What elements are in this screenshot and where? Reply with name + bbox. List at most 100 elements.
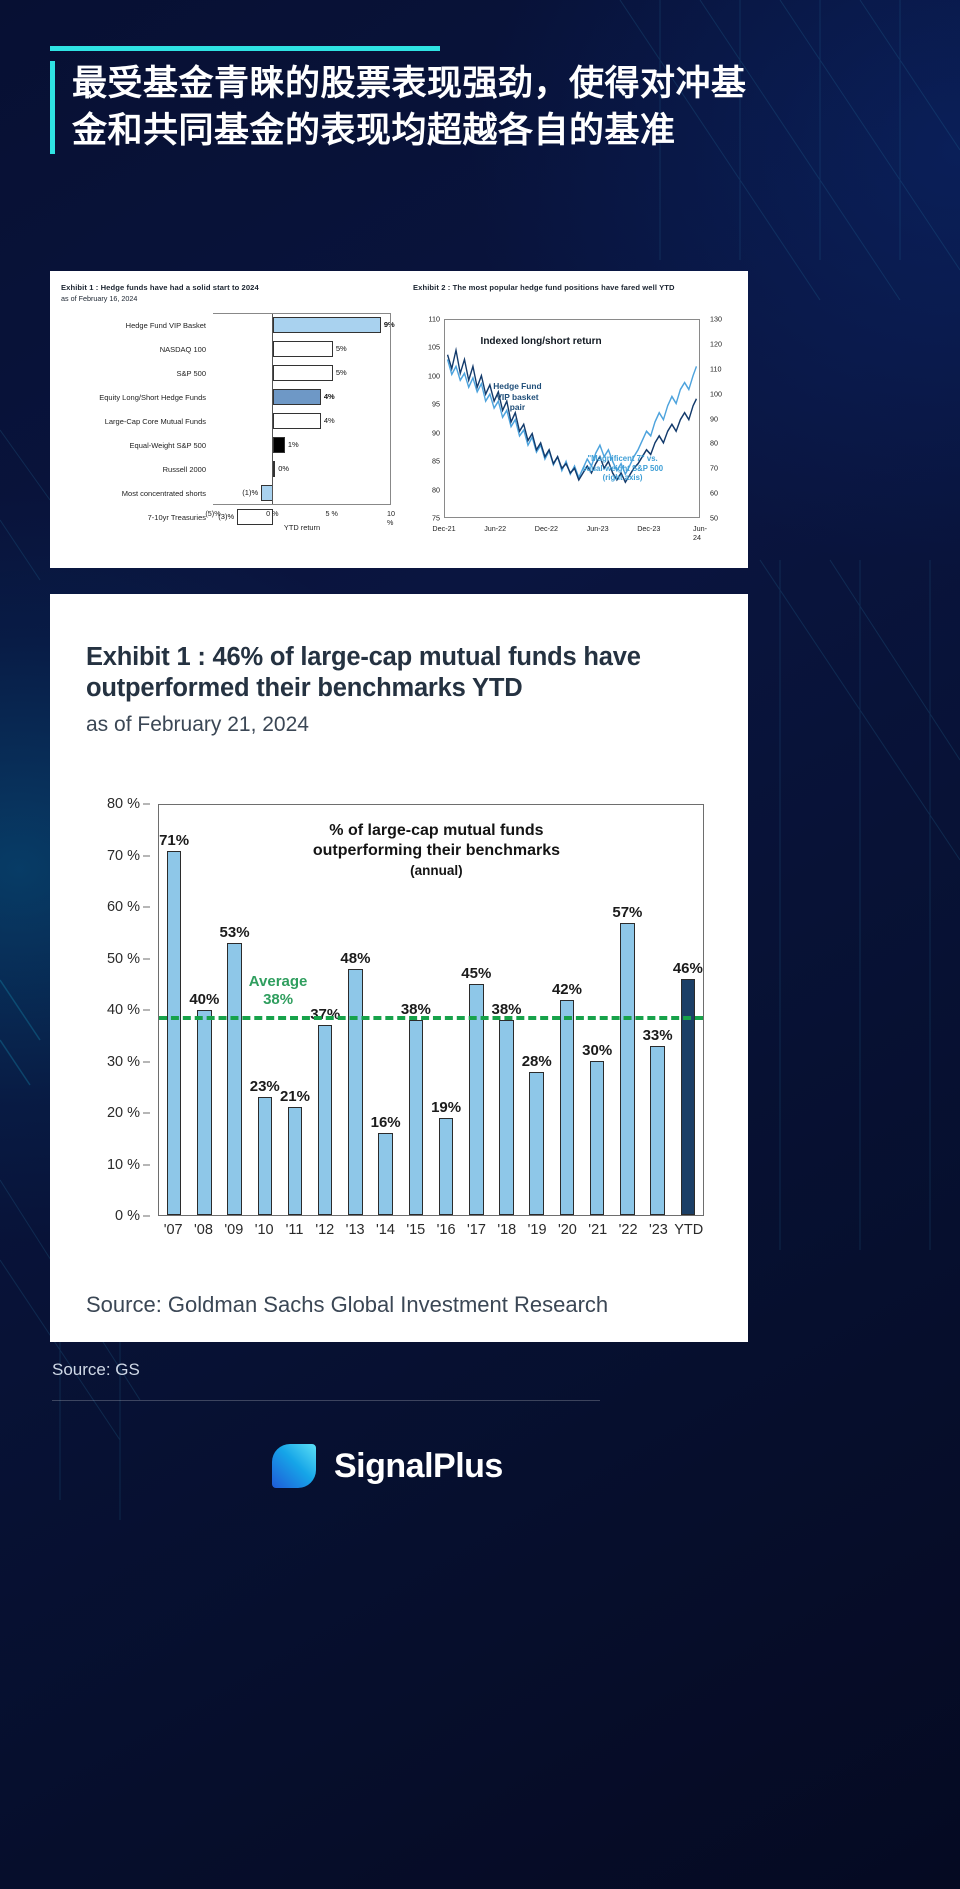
exhibit-2-right-tick: 120 [710,339,722,349]
chart-bar-column: 45% [461,805,491,1215]
exhibit-1-small-bar [273,437,285,453]
exhibit-1-small-row-track: 5% [213,361,393,385]
exhibit-1-small-bar [273,389,321,405]
chart-average-label: Average 38% [249,973,308,1008]
chart-y-tick-mark [143,855,150,856]
exhibit-1-small-bar-value: 4% [323,416,335,425]
chart-bar-label: 45% [461,965,492,983]
chart-bar: 71% [159,832,189,1215]
chart-bar: 53% [220,924,250,1215]
chart-average-line [159,1016,703,1021]
headline-accent-bar [50,46,440,51]
exhibit-1-small-title: Exhibit 1 : Hedge funds have had a solid… [61,283,259,292]
footer-divider [52,1400,600,1401]
exhibit-2-panel: Exhibit 2 : The most popular hedge fund … [402,271,748,568]
exhibit-2-left-tick: 110 [428,314,440,324]
chart-x-tick: '17 [466,1222,486,1238]
chart-bar-label: 38% [491,1001,522,1019]
chart-average-label-line2: 38% [263,990,294,1008]
exhibit-1-small-row-label: 7-10yr Treasuries [147,512,206,522]
exhibit-1-small-row-track: (3)% [213,505,393,529]
exhibit-1-small-row-label: NASDAQ 100 [159,344,206,354]
exhibit-1-small-zero-line [272,314,273,504]
brand-logo: SignalPlus [268,1440,503,1492]
chart-plot-area: % of large-cap mutual funds outperformin… [158,804,704,1216]
chart-bar: 16% [371,1114,401,1215]
exhibit-2-right-tick: 90 [710,414,718,423]
chart-y-tick: 70 % [106,847,140,864]
exhibit-2-right-tick: 60 [710,488,718,498]
headline-block: 最受基金青睐的股票表现强劲，使得对冲基金和共同基金的表现均超越各自的基准 [50,46,760,155]
chart-x-tick: '21 [588,1222,608,1238]
chart-bar-label: 23% [249,1078,280,1096]
exhibit-2-x-tick: Dec-23 [637,524,661,533]
exhibit-1-small-bar-value: (3)% [218,512,235,521]
exhibit-1-small-bar-value: 5% [335,344,347,353]
chart-x-tick: '16 [436,1222,456,1238]
chart-bar-label: 38% [400,1001,431,1019]
chart-y-tick-mark [143,1009,150,1011]
chart-bar-label: 48% [340,950,371,967]
chart-bar-label: 33% [642,1026,673,1044]
chart-x-tick: '18 [497,1222,517,1238]
chart-bar-column: 71% [159,805,189,1215]
chart-bar-label: 28% [521,1052,552,1070]
chart-bar-label: 16% [370,1114,401,1131]
chart-bar-column: 21% [280,805,310,1215]
exhibit-1-small-bar-list: Hedge Fund VIP Basket 9% NASDAQ 100 5% S&P 5… [61,313,395,529]
exhibit-1-small-row-track: 4% [213,409,393,433]
exhibit-pair-card: Exhibit 1 : Hedge funds have had a solid… [50,271,748,568]
exhibit-2-x-tick: Jun-24 [693,524,707,542]
chart-bar-column: 28% [522,805,552,1215]
exhibit-2-right-tick: 100 [710,389,722,399]
chart-source: Source: Goldman Sachs Global Investment … [86,1292,609,1317]
chart-inner-title: % of large-cap mutual funds outperformin… [279,821,595,881]
exhibit-1-small-row-track: 4% [213,385,393,409]
chart-bar-label: 71% [159,832,190,850]
exhibit-2-series [446,346,698,484]
chart-bar-label: 21% [279,1088,310,1106]
chart-bar-column: 46% [673,805,703,1215]
exhibit-2-right-tick: 70 [710,463,718,473]
chart-bar-column: 33% [643,805,673,1215]
chart-bar-column: 37% [310,805,340,1215]
chart-x-tick: '11 [285,1222,304,1238]
chart-x-tick: '23 [648,1222,668,1238]
footer-source: Source: GS [52,1360,140,1379]
exhibit-1-small-row-label: S&P 500 [176,368,206,378]
exhibit-2-left-tick: 95 [432,399,440,409]
exhibit-2-left-tick: 90 [432,428,440,438]
exhibit-1-small-bar-value: 4% [323,392,335,401]
exhibit-1-small-row: Equity Long/Short Hedge Funds 4% [61,385,393,409]
exhibit-2-left-axis: 110 105 100 95 90 85 80 75 [410,315,440,523]
exhibit-1-large-card: Exhibit 1 : 46% of large-cap mutual fund… [50,594,748,1342]
chart-y-tick: 30 % [106,1053,140,1070]
chart-bar: 38% [401,1001,431,1215]
exhibit-1-small-row-track: 1% [213,433,393,457]
chart-bar-column: 38% [401,805,431,1215]
exhibit-2-right-tick: 50 [710,513,718,523]
chart-bar-label: 57% [612,903,643,921]
exhibit-2-left-tick: 85 [432,456,440,466]
chart-bar-column: 23% [250,805,280,1215]
chart-x-tick: '08 [194,1222,213,1238]
chart-bar: 45% [461,965,491,1215]
chart-bar-label: 19% [431,1098,462,1116]
chart-bars: 71% 40% 53% 23% 21% 37% 48% 16% 38% 19% 45% 38% 28% 4… [159,805,703,1215]
exhibit-2-x-tick: Dec-21 [432,524,456,533]
exhibit-1-small-bar [237,509,273,525]
exhibit-1-small-bar [273,413,321,429]
chart-y-tick: 80 % [106,796,140,812]
chart-y-tick: 50 % [106,950,140,967]
chart-x-tick: '07 [163,1222,183,1238]
chart-bar: 42% [552,981,582,1215]
exhibit-1-small-row: Russell 2000 0% [61,457,393,481]
chart-bar: 48% [340,950,370,1215]
chart-bar: 46% [673,960,703,1215]
exhibit-1-small-x-tick: 0 % [266,509,279,518]
chart-bar-column: 53% [219,805,250,1215]
exhibit-1-small-row: Large-Cap Core Mutual Funds 4% [61,409,393,433]
chart-bar-column: 16% [371,805,401,1215]
exhibit-1-small-row: Hedge Fund VIP Basket 9% [61,313,395,337]
